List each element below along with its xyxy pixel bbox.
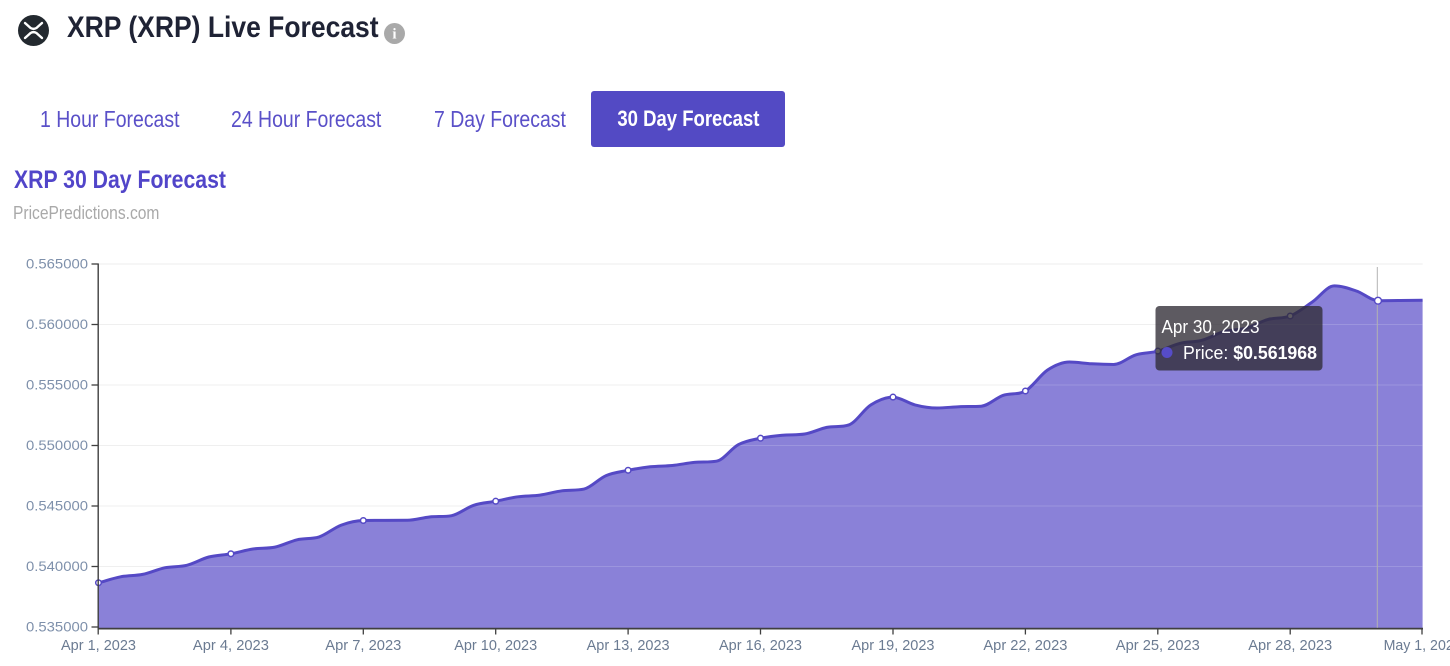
svg-text:Apr 1, 2023: Apr 1, 2023: [61, 637, 136, 654]
svg-text:Apr 13, 2023: Apr 13, 2023: [587, 637, 670, 654]
svg-text:Apr 4, 2023: Apr 4, 2023: [193, 637, 269, 654]
svg-text:May 1, 2023: May 1, 2023: [1384, 637, 1450, 654]
svg-text:Apr 28, 2023: Apr 28, 2023: [1248, 637, 1332, 654]
svg-text:i: i: [392, 27, 396, 43]
svg-text:0.540000: 0.540000: [26, 558, 88, 574]
svg-text:0.535000: 0.535000: [26, 619, 88, 635]
svg-text:0.550000: 0.550000: [26, 437, 88, 453]
svg-text:Apr 7, 2023: Apr 7, 2023: [325, 637, 401, 654]
svg-text:0.565000: 0.565000: [26, 256, 88, 272]
svg-text:Apr 22, 2023: Apr 22, 2023: [983, 637, 1067, 654]
svg-text:Apr 10, 2023: Apr 10, 2023: [454, 637, 537, 654]
svg-text:Apr 16, 2023: Apr 16, 2023: [719, 637, 802, 654]
svg-text:Price: $0.561968: Price: $0.561968: [1183, 343, 1317, 363]
svg-text:Apr 30, 2023: Apr 30, 2023: [1162, 317, 1260, 337]
svg-text:0.555000: 0.555000: [26, 377, 88, 393]
svg-text:0.545000: 0.545000: [26, 498, 88, 514]
svg-text:Apr 19, 2023: Apr 19, 2023: [852, 637, 935, 654]
svg-text:Apr 25, 2023: Apr 25, 2023: [1116, 637, 1200, 654]
svg-text:0.560000: 0.560000: [26, 316, 88, 332]
